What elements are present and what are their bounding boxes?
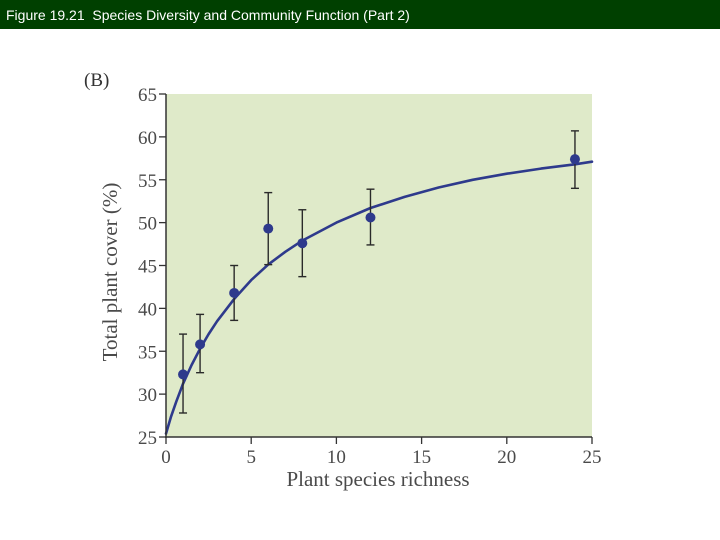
y-tick-label: 40 <box>138 299 157 320</box>
plot-area <box>166 94 592 437</box>
y-axis-title: Total plant cover (%) <box>98 183 122 362</box>
panel-label: (B) <box>84 70 109 91</box>
data-point <box>263 223 274 234</box>
data-point <box>195 339 206 350</box>
figure-title: Figure 19.21 Species Diversity and Commu… <box>6 6 410 23</box>
data-point <box>229 287 240 298</box>
x-tick-label: 0 <box>161 447 171 468</box>
x-axis-title: Plant species richness <box>286 467 469 491</box>
y-tick-label: 45 <box>138 257 157 278</box>
y-tick-label: 30 <box>138 385 157 406</box>
data-point <box>297 238 308 249</box>
y-tick-label: 50 <box>138 214 157 235</box>
data-point <box>569 154 580 165</box>
x-tick-label: 20 <box>497 447 516 468</box>
x-tick-label: 25 <box>583 447 602 468</box>
data-point <box>178 369 189 380</box>
data-point <box>365 212 376 223</box>
y-tick-label: 55 <box>138 171 157 192</box>
x-tick-label: 15 <box>412 447 431 468</box>
y-tick-label: 60 <box>138 128 157 149</box>
title-bar: Figure 19.21 Species Diversity and Commu… <box>0 0 720 29</box>
y-tick-label: 25 <box>138 428 157 449</box>
x-tick-label: 5 <box>246 447 256 468</box>
y-tick-label: 35 <box>138 342 157 363</box>
x-tick-label: 10 <box>327 447 346 468</box>
y-tick-label: 65 <box>138 85 157 106</box>
